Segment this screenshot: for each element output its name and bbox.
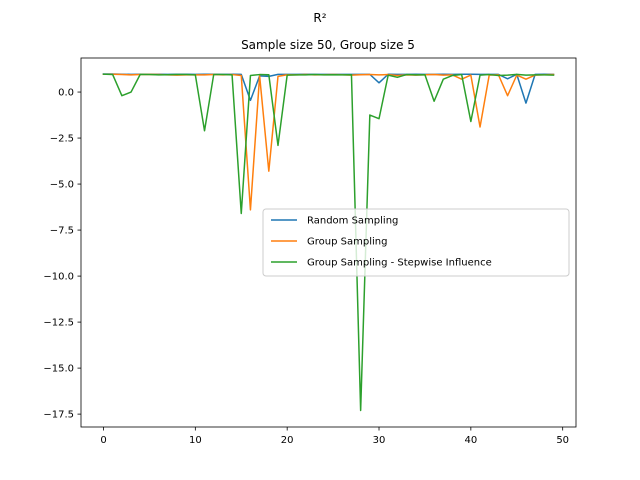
figure-suptitle: R²	[313, 11, 326, 25]
legend-entry-1: Group Sampling	[307, 237, 387, 248]
series-line-2	[102, 73, 555, 412]
x-tick-label: 0	[100, 435, 106, 446]
x-tick-label: 40	[464, 435, 477, 446]
legend-box	[262, 208, 570, 277]
y-tick-label: −10.0	[43, 272, 74, 283]
x-tick-label: 10	[189, 435, 202, 446]
y-tick-label: −15.0	[43, 364, 74, 375]
y-tick-label: 0.0	[58, 88, 74, 99]
y-tick-label: −5.0	[50, 180, 74, 191]
axes: 0 10 20 30 40 50 0.0 −2.5 −5.0 −7.5 −10.0 −12.5 −15.…	[43, 57, 577, 446]
y-tick-label: −17.5	[43, 410, 74, 421]
legend: Random Sampling Group Sampling Group Sampl…	[262, 208, 570, 277]
y-tick-label: −7.5	[50, 226, 74, 237]
y-tick-label: −12.5	[43, 318, 74, 329]
x-tick-label: 30	[373, 435, 386, 446]
plot-area	[102, 73, 555, 412]
axes-frame	[80, 57, 577, 428]
chart-title: Sample size 50, Group size 5	[241, 38, 415, 52]
x-tick-label: 50	[556, 435, 569, 446]
series-lines	[102, 73, 555, 412]
x-tick-label: 20	[281, 435, 294, 446]
legend-entry-0: Random Sampling	[307, 216, 398, 227]
legend-entry-2: Group Sampling - Stepwise Influence	[307, 258, 492, 269]
y-tick-label: −2.5	[50, 134, 74, 145]
